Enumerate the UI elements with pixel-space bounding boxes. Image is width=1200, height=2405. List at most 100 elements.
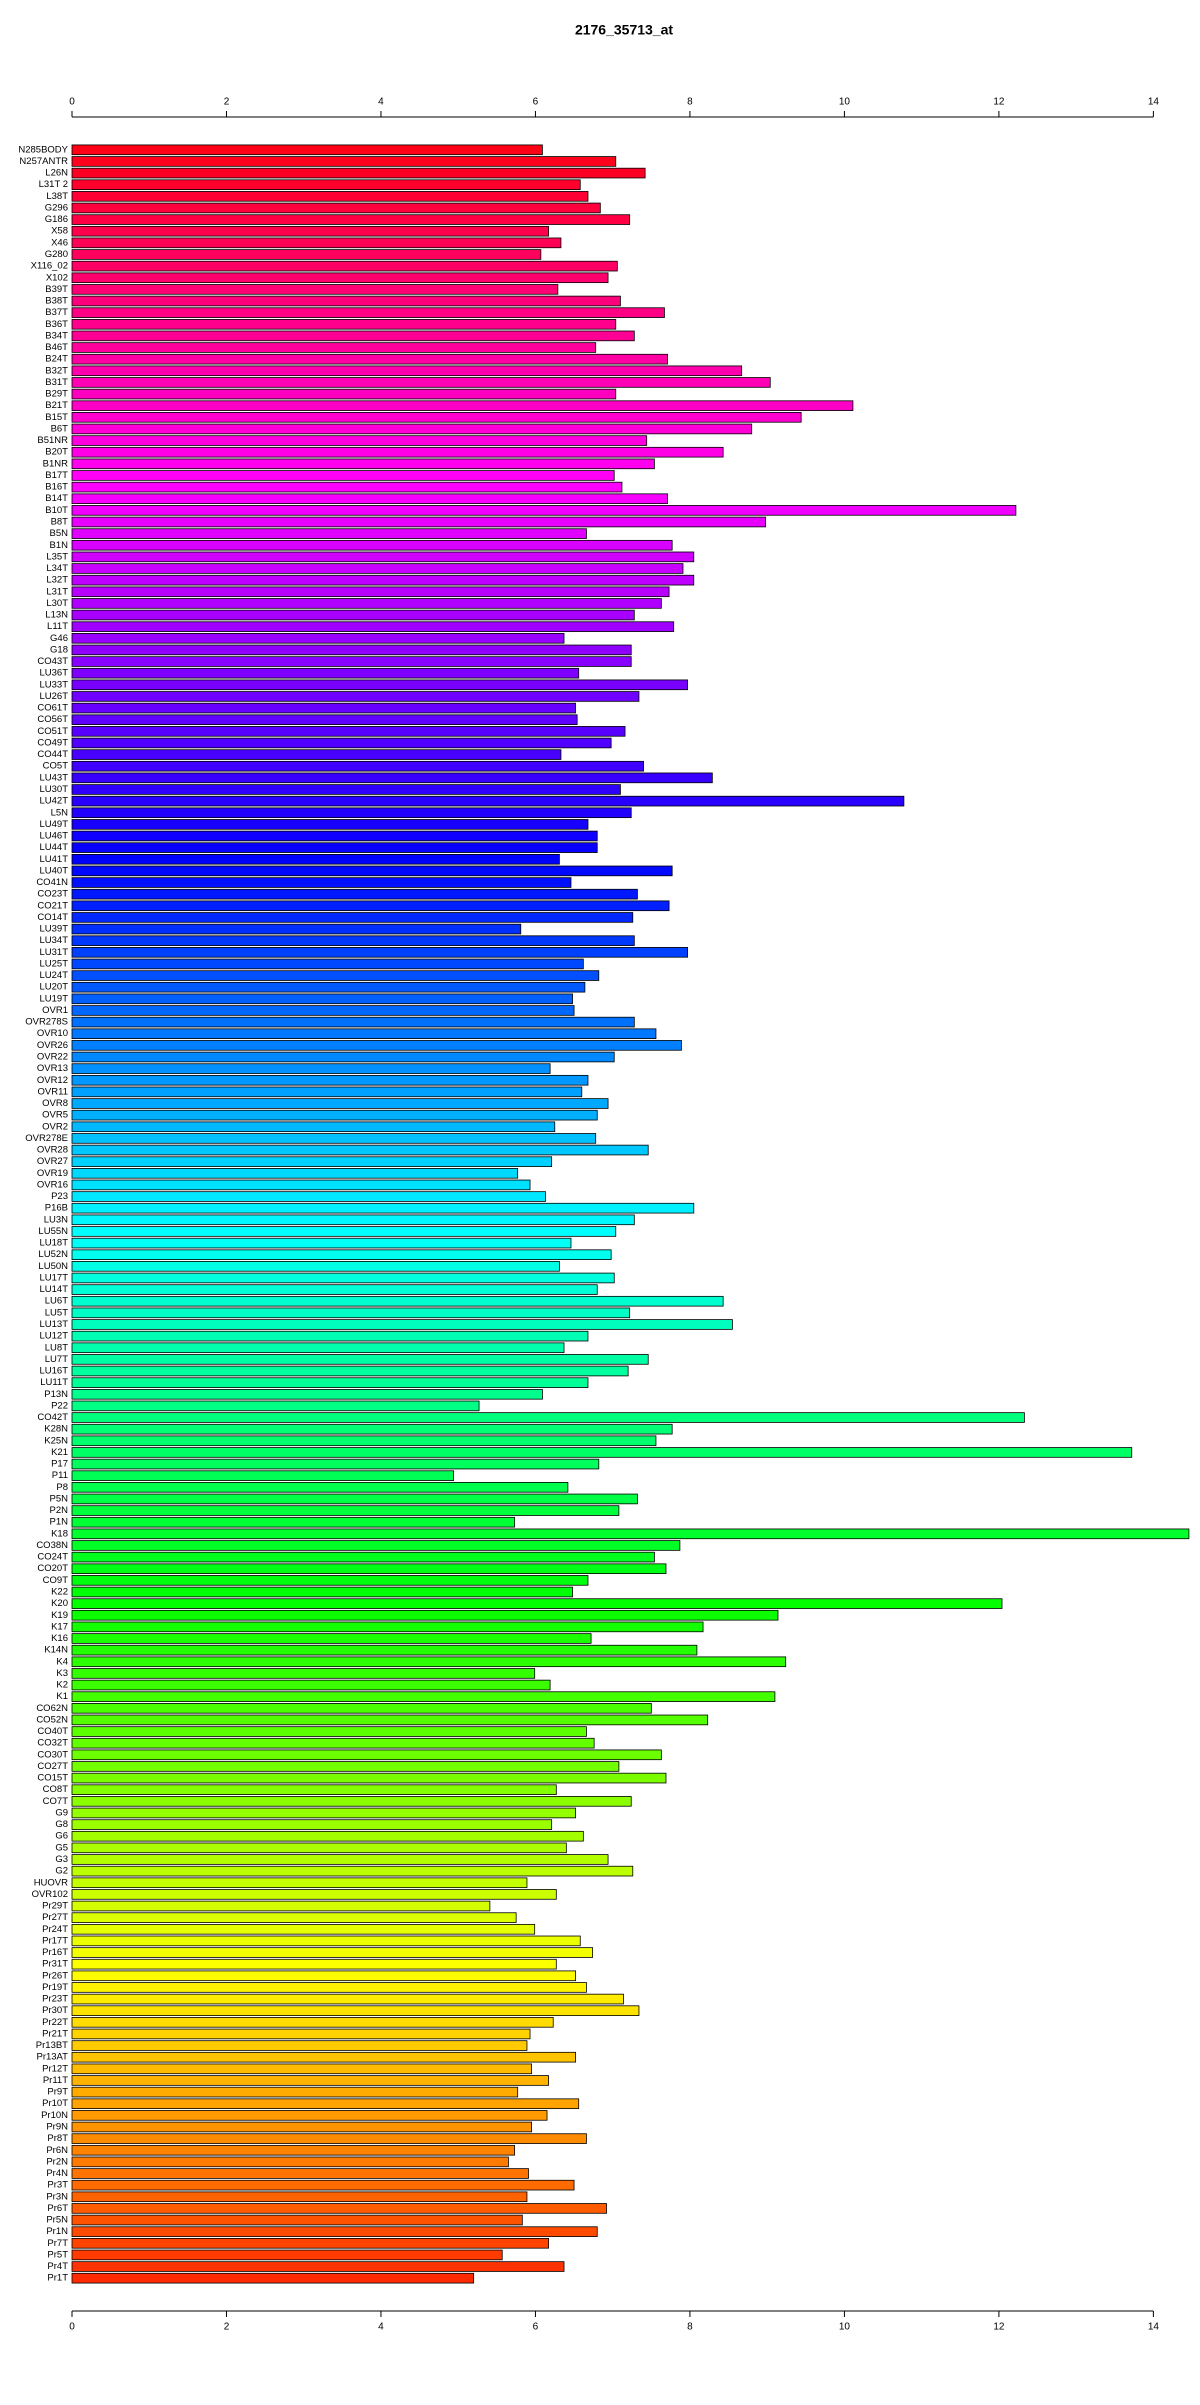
bar	[71, 1214, 635, 1226]
bar	[71, 749, 562, 760]
y-tick-label: LU43T	[39, 772, 68, 783]
bar	[71, 2261, 565, 2272]
y-tick-label: B6T	[51, 423, 69, 434]
y-tick-label: CO52N	[36, 1714, 68, 1725]
y-tick-label: B36T	[45, 319, 68, 330]
bar	[71, 214, 631, 225]
y-tick-label: L13N	[45, 610, 68, 621]
y-tick-label: OVR28	[37, 1145, 68, 1156]
y-tick-label: G296	[45, 202, 68, 213]
bar	[71, 1970, 577, 1982]
y-tick-label: Pr29T	[42, 1901, 68, 1912]
bar	[71, 1807, 577, 1819]
bar	[71, 2098, 580, 2110]
y-tick-label: CO56T	[37, 714, 68, 725]
x-tick-label: 14	[1148, 97, 1160, 108]
bar	[71, 1051, 615, 1063]
y-tick-label: CO43T	[37, 656, 68, 667]
y-tick-label: LU34T	[39, 935, 68, 946]
bar	[71, 2017, 554, 2028]
bar	[71, 2075, 549, 2086]
bar	[71, 1644, 698, 1656]
bar	[71, 1028, 657, 1040]
x-tick-label: 6	[533, 97, 539, 108]
bar	[71, 563, 684, 574]
y-tick-label: LU55N	[38, 1226, 68, 1237]
bar	[71, 691, 640, 702]
bar	[71, 644, 632, 656]
bar	[71, 2238, 549, 2249]
bar	[71, 1284, 598, 1295]
y-tick-label: Pr9N	[46, 2122, 68, 2133]
bar	[71, 993, 573, 1005]
bar	[71, 923, 522, 935]
y-tick-label: OVR278S	[25, 1017, 68, 1028]
bar	[71, 446, 724, 458]
y-tick-label: P1N	[50, 1517, 69, 1528]
y-tick-label: G280	[45, 249, 68, 260]
bar	[71, 1191, 546, 1202]
bar	[71, 1121, 556, 1133]
y-tick-label: LU52N	[38, 1249, 68, 1260]
bar	[71, 1714, 709, 1726]
bar	[71, 1598, 1003, 1609]
y-tick-label: Pr26T	[42, 1970, 68, 1981]
bar	[71, 1516, 515, 1528]
bar	[71, 1016, 635, 1028]
bar	[71, 1935, 581, 1947]
x-tick-label: 0	[69, 2322, 75, 2333]
bar	[71, 621, 675, 632]
y-tick-label: Pr31T	[42, 1959, 68, 1970]
y-tick-label: LU3N	[44, 1214, 68, 1225]
y-tick-label: CO51T	[37, 726, 68, 737]
bar	[71, 1900, 491, 1912]
y-tick-label: LU19T	[39, 993, 68, 1004]
y-tick-label: L5N	[51, 807, 69, 818]
y-tick-label: CO15T	[37, 1773, 68, 1784]
bar	[71, 1621, 704, 1633]
bar	[71, 1202, 695, 1214]
x-tick-label: 8	[687, 2322, 693, 2333]
y-tick-label: LU50N	[38, 1261, 68, 1272]
y-tick-label: Pr1N	[46, 2226, 68, 2237]
bar	[71, 1482, 569, 1493]
y-tick-label: B17T	[45, 470, 68, 481]
y-tick-label: CO40T	[37, 1726, 68, 1737]
bar	[71, 1830, 584, 1842]
y-tick-label: CO20T	[37, 1563, 68, 1574]
y-tick-label: OVR278E	[25, 1133, 68, 1144]
bar	[71, 377, 771, 388]
x-tick-label: 10	[839, 2322, 851, 2333]
y-tick-label: L26N	[45, 168, 68, 179]
bar	[71, 877, 572, 888]
y-tick-label: LU26T	[39, 691, 68, 702]
y-tick-label: Pr23T	[42, 1994, 68, 2005]
y-tick-label: X116_02	[31, 261, 68, 272]
bar	[71, 772, 713, 784]
bar	[71, 1179, 531, 1191]
x-tick-label: 0	[69, 97, 75, 108]
bar	[71, 1737, 595, 1749]
bar	[71, 342, 597, 353]
bar	[71, 505, 1017, 516]
bar	[71, 702, 577, 714]
y-tick-label: G2	[55, 1866, 68, 1877]
y-tick-label: OVR22	[37, 1052, 68, 1063]
bar	[71, 2249, 503, 2261]
y-tick-label: B10T	[45, 505, 68, 516]
bar	[71, 1423, 673, 1435]
bar	[71, 295, 621, 307]
y-tick-label: P8	[56, 1482, 68, 1493]
y-tick-label: CO42T	[37, 1412, 68, 1423]
bar	[71, 1586, 573, 1598]
bar	[71, 1144, 649, 1156]
y-tick-label: Pr22T	[42, 2017, 68, 2028]
y-tick-label: Pr17T	[42, 1935, 68, 1946]
bar	[71, 947, 689, 958]
y-tick-label: LU42T	[39, 796, 68, 807]
y-tick-label: L11T	[47, 621, 68, 632]
bar	[71, 1074, 589, 1086]
bar	[71, 1365, 629, 1377]
bar	[71, 318, 617, 330]
